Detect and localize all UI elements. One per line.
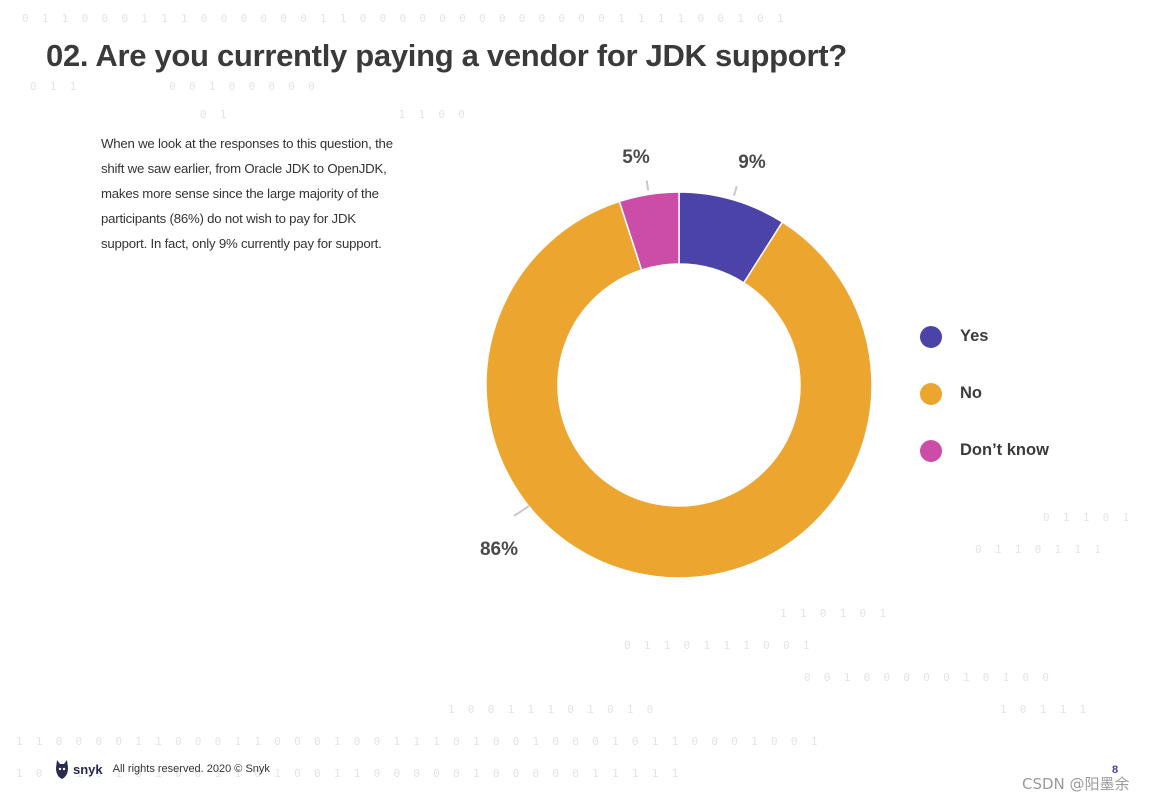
- legend-item-no: No: [920, 379, 1049, 408]
- value-label-yes: 9%: [738, 152, 766, 173]
- legend-item-dont-know: Don’t know: [920, 436, 1049, 465]
- legend-item-yes: Yes: [920, 322, 1049, 351]
- donut-slice-no: [485, 200, 873, 579]
- legend-label-yes: Yes: [960, 327, 989, 345]
- leader-line-no: [513, 505, 530, 517]
- footer: snyk All rights reserved. 2020 © Snyk: [55, 758, 270, 780]
- description-text: When we look at the responses to this qu…: [101, 136, 393, 251]
- donut-slice-dont-know: [618, 191, 680, 271]
- leader-line-dont-know: [645, 180, 650, 191]
- snyk-logo-icon: [56, 760, 68, 779]
- chart-legend: Yes No Don’t know: [920, 322, 1049, 493]
- legend-label-no: No: [960, 384, 982, 402]
- legend-swatch-no: [920, 382, 942, 405]
- watermark-text: CSDN @阳墨余: [1022, 775, 1130, 793]
- page-title: 02. Are you currently paying a vendor fo…: [46, 38, 847, 73]
- value-label-dont-know: 5%: [622, 147, 650, 168]
- value-label-no: 86%: [480, 539, 518, 560]
- copyright-text: All rights reserved. 2020 © Snyk: [112, 763, 270, 775]
- leader-line-yes: [733, 185, 738, 197]
- page-number: 8: [1112, 764, 1119, 776]
- legend-swatch-yes: [920, 325, 942, 348]
- legend-label-dont-know: Don’t know: [960, 441, 1049, 459]
- snyk-logo-text: snyk: [73, 761, 103, 777]
- legend-swatch-dont-know: [920, 439, 942, 462]
